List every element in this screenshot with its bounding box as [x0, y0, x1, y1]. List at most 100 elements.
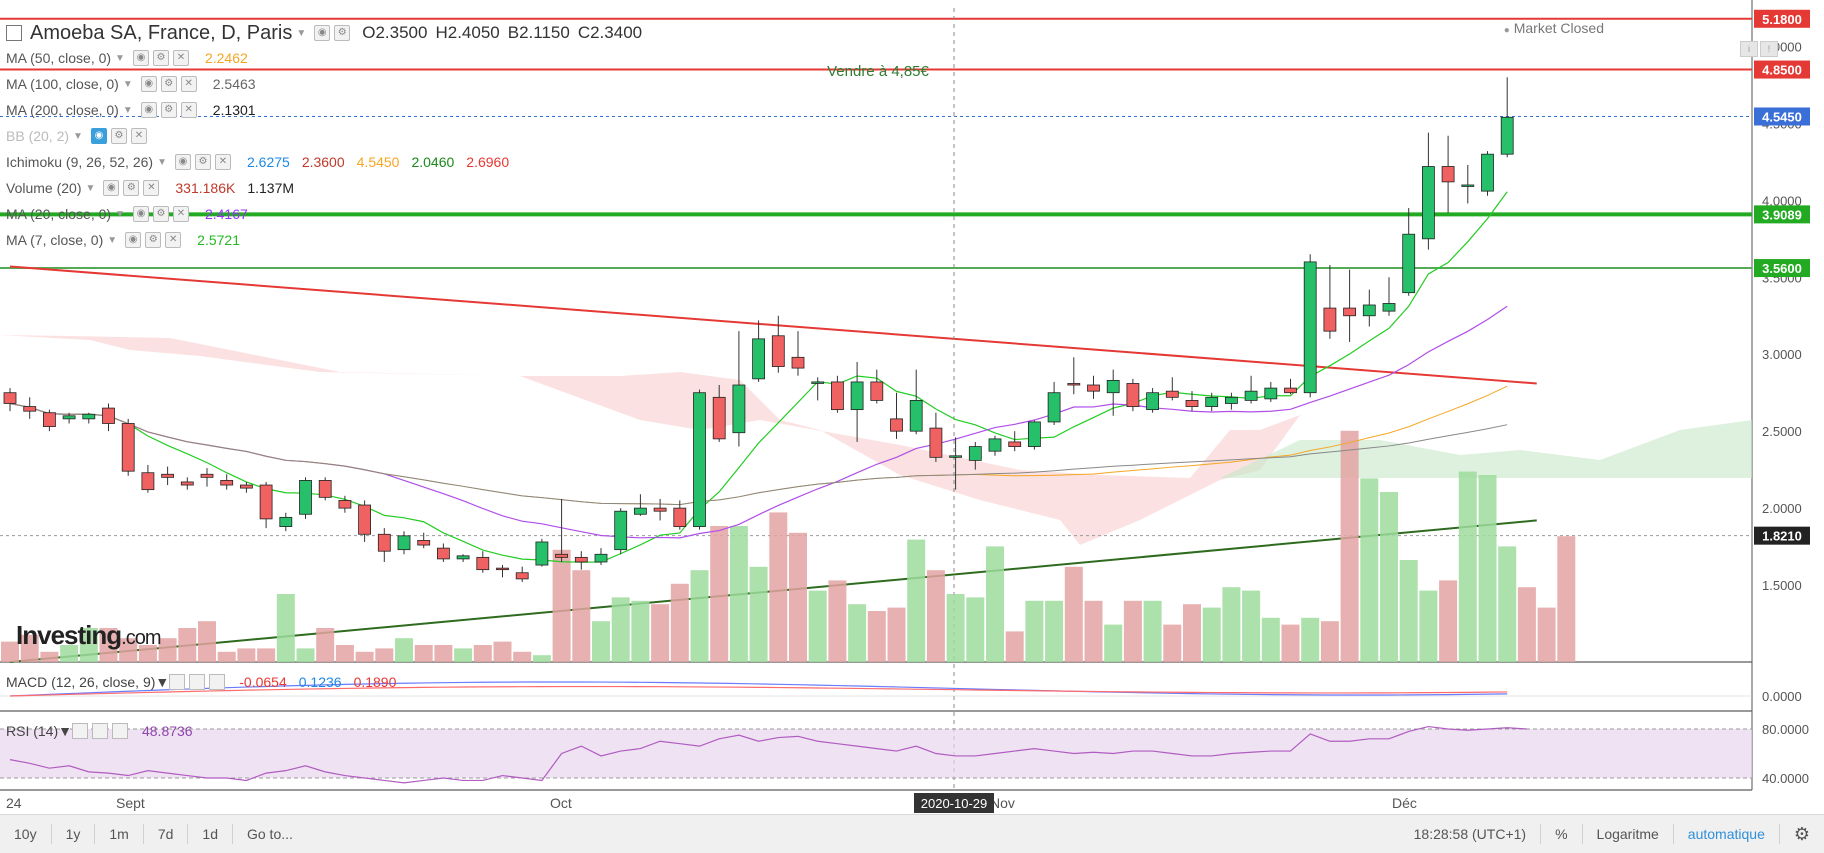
candle	[988, 438, 1002, 452]
eye-icon[interactable]: ◉	[174, 154, 191, 170]
chevron-down-icon[interactable]: ▼	[122, 78, 133, 90]
log-toggle[interactable]: Logaritme	[1596, 826, 1659, 842]
volume-bar	[60, 645, 79, 662]
indicator-label[interactable]: BB (20, 2)	[6, 128, 70, 144]
gear-icon[interactable]: ⚙	[145, 232, 162, 248]
close-icon[interactable]: ✕	[143, 180, 160, 196]
candle	[791, 356, 805, 369]
gear-icon[interactable]	[189, 674, 206, 690]
candle	[1146, 392, 1159, 411]
gear-icon[interactable]: ⚙	[334, 25, 351, 41]
candle	[1244, 390, 1258, 401]
eye-icon[interactable]: ◉	[90, 128, 107, 144]
chevron-down-icon[interactable]: ▼	[157, 156, 167, 168]
window-info-icon[interactable]: i	[1740, 41, 1758, 57]
gear-icon[interactable]: ⚙	[152, 206, 169, 222]
indicator-label[interactable]: MA (20, close, 0)	[6, 206, 112, 222]
volume-bar	[99, 628, 118, 662]
volume-bar	[1242, 590, 1261, 662]
candle	[476, 556, 490, 571]
candle	[850, 381, 864, 411]
range-1m-button[interactable]: 1m	[109, 826, 129, 842]
indicator-label[interactable]: MA (200, close, 0)	[6, 102, 119, 118]
close-icon[interactable]: ✕	[214, 154, 231, 170]
close-icon[interactable]: ✕	[130, 128, 147, 144]
close-icon[interactable]: ✕	[180, 102, 197, 118]
indicator-row: BB (20, 2) ▼ ◉ ⚙ ✕	[6, 126, 151, 146]
volume-bar	[592, 621, 610, 662]
candle	[1481, 153, 1494, 192]
gear-icon[interactable]: ⚙	[110, 128, 127, 144]
close-icon[interactable]	[209, 674, 226, 690]
eye-icon[interactable]: ◉	[314, 25, 331, 41]
close-icon[interactable]	[111, 723, 128, 739]
menu-icon[interactable]	[6, 25, 22, 41]
volume-bar	[473, 645, 492, 662]
range-10y-button[interactable]: 10y	[14, 826, 37, 842]
candle	[968, 446, 982, 461]
eye-icon[interactable]: ◉	[125, 232, 142, 248]
close-icon[interactable]: ✕	[172, 206, 189, 222]
macd-line	[9, 681, 1508, 697]
eye-icon[interactable]: ◉	[103, 180, 120, 196]
chevron-down-icon[interactable]: ▼	[155, 674, 170, 690]
indicator-label[interactable]: Volume (20)	[6, 180, 82, 196]
gear-icon[interactable]: ⚙	[160, 102, 177, 118]
chevron-down-icon[interactable]: ▼	[296, 27, 307, 39]
eye-icon[interactable]: ◉	[132, 206, 149, 222]
rsi-label[interactable]: RSI (14)	[6, 723, 59, 739]
gear-icon[interactable]: ⚙	[160, 76, 177, 92]
chevron-down-icon[interactable]: ▼	[122, 104, 133, 116]
volume-bar	[276, 594, 295, 662]
gear-icon[interactable]: ⚙	[123, 180, 140, 196]
candle	[594, 553, 608, 563]
candle	[1264, 387, 1278, 400]
candle	[712, 396, 726, 440]
settings-gear-icon[interactable]: ⚙	[1793, 823, 1810, 844]
close-icon[interactable]: ✕	[180, 76, 197, 92]
indicator-value: 2.1301	[212, 102, 256, 118]
gear-icon[interactable]: ⚙	[194, 154, 211, 170]
volume-bar	[749, 566, 768, 662]
chevron-down-icon[interactable]: ▼	[107, 234, 118, 246]
chevron-down-icon[interactable]: ▼	[58, 723, 72, 739]
indicator-label[interactable]: Ichimoku (9, 26, 52, 26)	[6, 154, 154, 170]
moving-average-line	[9, 402, 1508, 506]
auto-scale-toggle[interactable]: automatique	[1687, 826, 1765, 842]
range-1d-button[interactable]: 1d	[202, 826, 218, 842]
eye-icon[interactable]: ◉	[132, 50, 149, 66]
chevron-down-icon[interactable]: ▼	[73, 130, 83, 142]
candle	[870, 381, 884, 401]
eye-icon[interactable]: ◉	[140, 76, 157, 92]
indicator-label[interactable]: MA (50, close, 0)	[6, 50, 112, 66]
volume-bar	[1064, 566, 1083, 662]
range-1y-button[interactable]: 1y	[65, 826, 81, 842]
range-7d-button[interactable]: 7d	[157, 826, 174, 842]
percent-toggle[interactable]: %	[1555, 826, 1568, 842]
candle	[279, 516, 293, 527]
candle	[141, 472, 155, 491]
chevron-down-icon[interactable]: ▼	[115, 52, 125, 64]
candle	[417, 540, 431, 546]
chevron-down-icon[interactable]: ▼	[115, 208, 125, 220]
symbol-title[interactable]: Amoeba SA, France, D, Paris	[30, 21, 293, 44]
eye-icon[interactable]	[71, 723, 88, 739]
rsi-value: 48.8736	[141, 723, 193, 739]
candle	[1126, 383, 1140, 407]
close-icon[interactable]: ✕	[165, 232, 182, 248]
indicator-label[interactable]: MA (7, close, 0)	[6, 232, 104, 248]
window-close-icon[interactable]: !	[1760, 41, 1778, 57]
volume-bar	[1498, 546, 1517, 662]
gear-icon[interactable]	[91, 723, 108, 739]
gear-icon[interactable]: ⚙	[152, 50, 169, 66]
candle	[1165, 390, 1179, 398]
goto-button[interactable]: Go to...	[246, 826, 293, 842]
candle	[634, 507, 647, 515]
macd-label[interactable]: MACD (12, 26, close, 9)	[6, 674, 156, 690]
eye-icon[interactable]: ◉	[140, 102, 157, 118]
chevron-down-icon[interactable]: ▼	[85, 182, 96, 194]
close-icon[interactable]: ✕	[172, 50, 189, 66]
eye-icon[interactable]	[169, 674, 186, 690]
indicator-label[interactable]: MA (100, close, 0)	[6, 76, 119, 92]
